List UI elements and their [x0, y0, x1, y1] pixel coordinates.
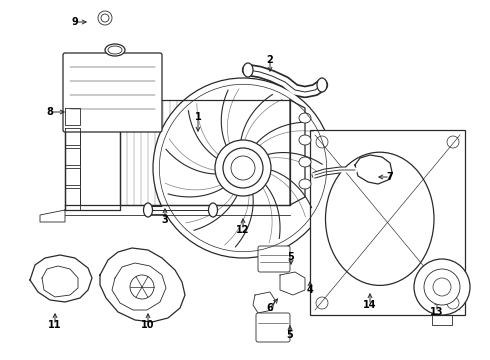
Circle shape — [215, 140, 271, 196]
Ellipse shape — [144, 203, 152, 217]
Polygon shape — [253, 292, 275, 313]
Ellipse shape — [243, 63, 253, 77]
Circle shape — [153, 78, 333, 258]
FancyBboxPatch shape — [63, 53, 162, 132]
Text: 5: 5 — [288, 252, 294, 262]
Circle shape — [414, 259, 470, 315]
Text: 11: 11 — [48, 320, 62, 330]
Polygon shape — [120, 100, 290, 205]
Polygon shape — [65, 100, 120, 210]
Polygon shape — [30, 255, 92, 302]
Ellipse shape — [299, 135, 311, 145]
Polygon shape — [355, 155, 392, 184]
Ellipse shape — [299, 113, 311, 123]
Ellipse shape — [209, 203, 218, 217]
Circle shape — [223, 148, 263, 188]
FancyBboxPatch shape — [258, 246, 290, 272]
Polygon shape — [280, 272, 305, 295]
Text: 7: 7 — [387, 172, 393, 182]
Ellipse shape — [325, 152, 434, 285]
Text: 13: 13 — [430, 307, 444, 317]
Text: 9: 9 — [72, 17, 78, 27]
FancyBboxPatch shape — [256, 313, 290, 342]
Text: 2: 2 — [267, 55, 273, 65]
Text: 5: 5 — [287, 330, 294, 340]
Polygon shape — [65, 205, 290, 215]
Circle shape — [98, 11, 112, 25]
Ellipse shape — [299, 179, 311, 189]
Ellipse shape — [299, 157, 311, 167]
Text: 1: 1 — [195, 112, 201, 122]
Polygon shape — [42, 266, 78, 297]
Text: 14: 14 — [363, 300, 377, 310]
Text: 10: 10 — [141, 320, 155, 330]
Text: 4: 4 — [307, 285, 314, 295]
Polygon shape — [100, 248, 185, 322]
Bar — [310, 130, 465, 315]
Text: 3: 3 — [162, 215, 169, 225]
Ellipse shape — [317, 78, 327, 92]
Text: 8: 8 — [47, 107, 53, 117]
Circle shape — [424, 269, 460, 305]
Text: 6: 6 — [267, 303, 273, 313]
Polygon shape — [290, 100, 305, 205]
Text: 12: 12 — [236, 225, 250, 235]
Ellipse shape — [105, 44, 125, 56]
